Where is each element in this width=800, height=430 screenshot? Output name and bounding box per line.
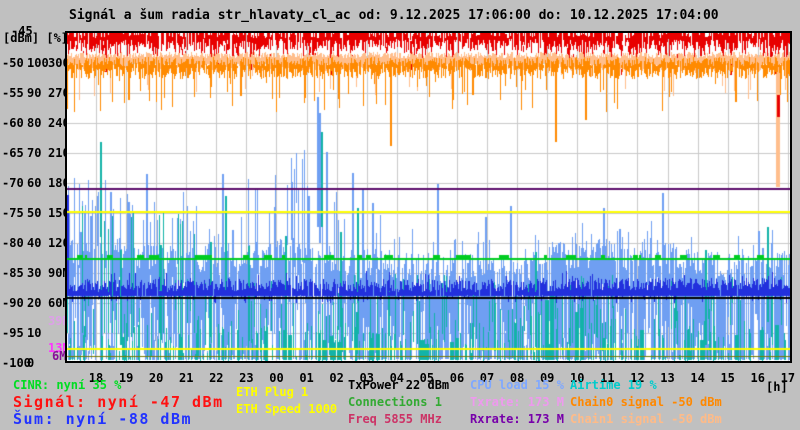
y-tick-label: -70 <box>2 176 24 190</box>
x-tick-label: 16 <box>750 371 765 385</box>
x-tick-label: 11 <box>600 371 615 385</box>
plot-frame <box>65 31 792 363</box>
y-tick-label: 20 <box>27 296 42 310</box>
y-axis-top-label: -45 <box>11 24 33 38</box>
x-tick-label: 15 <box>720 371 735 385</box>
x-tick-label: 14 <box>690 371 705 385</box>
x-tick-label: 08 <box>509 371 525 385</box>
x-tick-label: 21 <box>179 371 194 385</box>
y-tick-label: 10 <box>27 326 42 340</box>
y-tick-label: -95 <box>2 326 24 340</box>
x-tick-label: 17 <box>780 371 796 385</box>
y-tick-label: -50 <box>2 56 24 70</box>
y-tick-label: 39M <box>48 314 70 328</box>
legend-noise: Šum: nyní -88 dBm <box>13 410 193 428</box>
legend-freq: Freq 5855 MHz <box>348 412 442 426</box>
x-tick-label: 07 <box>479 371 495 385</box>
legend-airtime: Airtime 19 % <box>570 378 657 392</box>
x-tick-label: 19 <box>118 371 134 385</box>
y-tick-label: 0 <box>27 356 35 370</box>
legend-signal: Signál: nyní -47 dBm <box>13 393 224 411</box>
x-tick-label: 13 <box>660 371 675 385</box>
x-tick-label: 20 <box>148 371 164 385</box>
y-tick-label: 90 <box>27 86 42 100</box>
y-axis-units: [dBm] [%] <box>3 31 69 45</box>
signal-noise-chart-canvas <box>67 33 790 361</box>
y-tick-label: 80 <box>27 116 42 130</box>
y-tick-label: -90 <box>2 296 24 310</box>
x-tick-label: 02 <box>329 371 344 385</box>
y-tick-label: 60 <box>27 176 42 190</box>
x-tick-label: 12 <box>630 371 645 385</box>
legend-eth-speed: ETH Speed 1000 <box>236 402 338 416</box>
x-axis-unit-label: [h] <box>766 380 788 394</box>
x-tick-label: 03 <box>359 371 374 385</box>
y-tick-label: 30 <box>27 266 42 280</box>
x-tick-label: 18 <box>88 371 104 385</box>
x-tick-label: 22 <box>209 371 224 385</box>
y-tick-label: 70 <box>27 146 42 160</box>
y-tick-label: 50 <box>27 206 42 220</box>
legend-eth-plug: ETH Plug 1 <box>236 385 309 399</box>
legend-chain1: Chain1 signal -50 dBm <box>570 412 722 426</box>
legend-txrate: Txrate: 173 M <box>470 395 564 409</box>
x-tick-label: 00 <box>269 371 284 385</box>
x-tick-label: 23 <box>239 371 254 385</box>
y-tick-label: 90M <box>48 266 70 280</box>
y-tick-label: 40 <box>27 236 42 250</box>
y-tick-label: -100 <box>2 356 31 370</box>
y-tick-label: 60M <box>48 296 70 310</box>
y-tick-label: 6M <box>52 349 67 363</box>
y-tick-label: -55 <box>2 86 24 100</box>
x-tick-label: 10 <box>570 371 585 385</box>
y-tick-label: -75 <box>2 206 24 220</box>
legend-chain0: Chain0 signal -50 dBm <box>570 395 722 409</box>
y-tick-label: -85 <box>2 266 24 280</box>
y-tick-label: -65 <box>2 146 24 160</box>
legend-txpower: TxPower 22 dBm <box>348 378 450 392</box>
legend-cpu-load: CPU load 15 % <box>470 378 564 392</box>
legend-connections: Connections 1 <box>348 395 442 409</box>
y-tick-label: -60 <box>2 116 24 130</box>
y-tick-label: -80 <box>2 236 24 250</box>
x-tick-label: 05 <box>419 371 435 385</box>
legend-rxrate: Rxrate: 173 M <box>470 412 564 426</box>
y-tick-label: 13M <box>48 341 70 355</box>
graph-title: Signál a šum radia str_hlavaty_cl_ac od:… <box>69 8 719 23</box>
y-tick-label: 100 <box>27 56 49 70</box>
x-tick-label: 04 <box>389 371 405 385</box>
x-tick-label: 01 <box>299 371 314 385</box>
legend-cinr: CINR: nyní 35 % <box>13 378 122 392</box>
x-tick-label: 09 <box>539 371 555 385</box>
x-tick-label: 06 <box>449 371 465 385</box>
